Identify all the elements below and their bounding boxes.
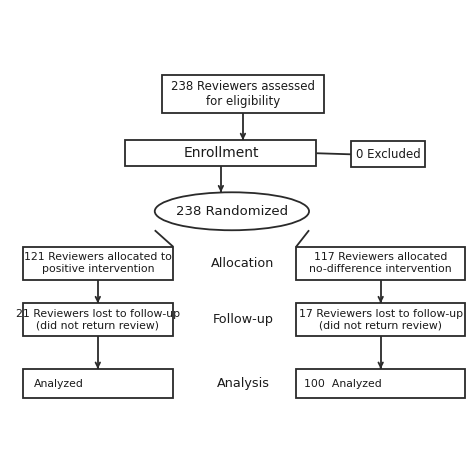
Text: Analyzed: Analyzed [34,379,83,389]
FancyBboxPatch shape [351,141,425,167]
Ellipse shape [155,192,309,230]
Text: 21 Reviewers lost to follow-up
(did not return review): 21 Reviewers lost to follow-up (did not … [16,309,180,330]
FancyBboxPatch shape [22,369,173,398]
FancyBboxPatch shape [296,369,465,398]
Text: 238 Reviewers assessed
for eligibility: 238 Reviewers assessed for eligibility [171,80,315,108]
FancyBboxPatch shape [22,303,173,336]
Text: 0 Excluded: 0 Excluded [356,148,420,161]
FancyBboxPatch shape [296,246,465,280]
Text: Enrollment: Enrollment [183,146,259,160]
Text: 100  Analyzed: 100 Analyzed [303,379,381,389]
Text: 121 Reviewers allocated to
positive intervention: 121 Reviewers allocated to positive inte… [24,252,172,274]
Text: Analysis: Analysis [217,377,269,390]
FancyBboxPatch shape [22,246,173,280]
Text: 238 Randomized: 238 Randomized [176,205,288,218]
Text: 117 Reviewers allocated
no-difference intervention: 117 Reviewers allocated no-difference in… [310,252,452,274]
FancyBboxPatch shape [125,140,316,166]
Text: Allocation: Allocation [211,256,274,270]
Text: 17 Reviewers lost to follow-up
(did not return review): 17 Reviewers lost to follow-up (did not … [299,309,463,330]
FancyBboxPatch shape [296,303,465,336]
Text: Follow-up: Follow-up [212,313,273,326]
FancyBboxPatch shape [162,75,324,113]
